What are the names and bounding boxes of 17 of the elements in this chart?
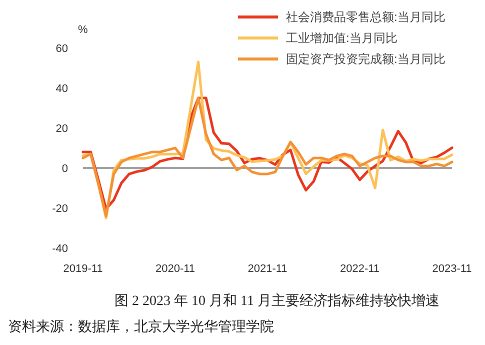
x-tick-label: 2021-11 bbox=[248, 263, 288, 275]
y-tick-label: 40 bbox=[56, 83, 68, 95]
y-tick-label: -20 bbox=[52, 203, 68, 215]
x-tick-label: 2023-11 bbox=[432, 263, 472, 275]
legend-label: 固定资产投资完成额:当月同比 bbox=[286, 52, 446, 66]
text: 资料来源：数据库，北京大学光华管理学院 bbox=[8, 319, 274, 335]
x-tick-label: 2019-11 bbox=[63, 263, 103, 275]
y-tick-label: 0 bbox=[62, 163, 68, 175]
y-tick-label: -40 bbox=[52, 243, 68, 255]
legend-label: 工业增加值:当月同比 bbox=[286, 31, 398, 45]
x-tick-label: 2022-11 bbox=[340, 263, 380, 275]
y-tick-label: 60 bbox=[56, 43, 68, 55]
legend-label: 社会消费品零售总额:当月同比 bbox=[286, 10, 446, 24]
y-axis-title: % bbox=[78, 24, 88, 36]
x-tick-label: 2020-11 bbox=[155, 263, 196, 275]
y-tick-label: 20 bbox=[56, 123, 68, 135]
text: 图 2 2023 年 10 月和 11 月主要经济指标维持较快增速 bbox=[114, 293, 440, 309]
